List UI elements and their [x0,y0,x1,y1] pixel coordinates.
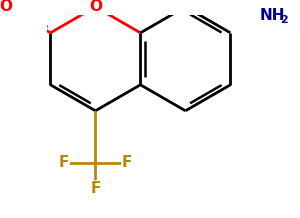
Text: NH: NH [260,9,285,24]
Text: F: F [122,155,132,170]
Text: O: O [0,0,12,14]
Text: F: F [90,181,100,196]
Text: 2: 2 [280,15,288,25]
Text: O: O [89,0,102,14]
Text: F: F [59,155,69,170]
